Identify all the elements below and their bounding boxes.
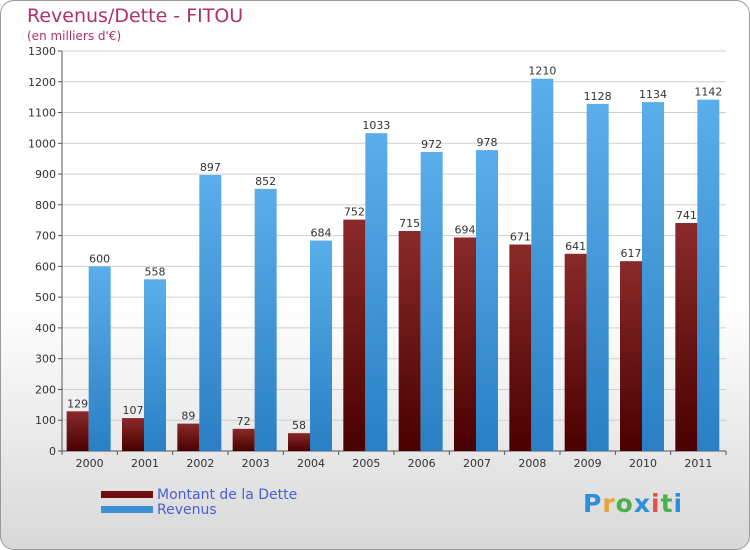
- y-tick-label: 0: [49, 445, 56, 458]
- legend-item-revenus: Revenus: [101, 501, 297, 518]
- legend-label-revenus: Revenus: [157, 501, 217, 518]
- chart-title: Revenus/Dette - FITOU: [27, 5, 244, 27]
- data-label-revenus: 972: [421, 138, 442, 151]
- data-label-revenus: 978: [477, 136, 498, 149]
- data-label-dette: 694: [455, 223, 476, 236]
- data-label-dette: 715: [399, 217, 420, 230]
- bar-dette-2005: [343, 219, 366, 451]
- x-tick-label: 2006: [408, 457, 436, 470]
- x-tick-label: 2007: [463, 457, 491, 470]
- logo-letter: i: [651, 489, 661, 518]
- data-label-dette: 671: [510, 231, 531, 244]
- data-label-dette: 752: [344, 206, 365, 219]
- bar-revenus-2007: [476, 150, 498, 452]
- x-tick-label: 2002: [186, 457, 214, 470]
- y-tick-label: 1100: [28, 107, 56, 120]
- bar-revenus-2006: [420, 151, 443, 451]
- data-label-revenus: 1210: [528, 65, 556, 78]
- bar-revenus-2003: [254, 188, 277, 451]
- y-tick-label: 100: [35, 414, 56, 427]
- data-label-revenus: 897: [200, 161, 221, 174]
- bar-dette-2006: [398, 231, 421, 451]
- bar-revenus-2005: [365, 133, 388, 451]
- bar-dette-2010: [620, 261, 642, 451]
- data-label-dette: 107: [123, 404, 144, 417]
- legend-label-dette: Montant de la Dette: [157, 486, 298, 503]
- y-tick-label: 400: [35, 322, 56, 335]
- x-tick-label: 2001: [131, 457, 159, 470]
- data-label-dette: 641: [565, 240, 586, 253]
- data-label-dette: 129: [67, 397, 88, 410]
- x-tick-label: 2011: [684, 457, 712, 470]
- logo-letter: r: [602, 489, 616, 518]
- logo-letter: t: [660, 489, 674, 518]
- y-tick-label: 1000: [28, 137, 56, 150]
- logo-letter: i: [673, 489, 684, 518]
- data-label-revenus: 684: [311, 227, 332, 240]
- legend-item-dette: Montant de la Dette: [101, 486, 298, 503]
- bar-dette-2009: [564, 253, 587, 451]
- data-label-revenus: 600: [89, 252, 110, 265]
- logo-letter: P: [583, 489, 603, 518]
- bar-revenus-2010: [642, 102, 664, 452]
- x-tick-label: 2010: [629, 457, 657, 470]
- bar-revenus-2002: [199, 175, 222, 451]
- y-tick-label: 900: [35, 168, 56, 181]
- x-tick-label: 2004: [297, 457, 325, 470]
- bar-dette-2008: [509, 244, 532, 451]
- data-label-revenus: 1134: [639, 88, 667, 101]
- bar-revenus-2004: [310, 240, 332, 451]
- data-label-revenus: 852: [255, 175, 276, 188]
- logo-letter: o: [615, 489, 634, 518]
- x-tick-label: 2009: [574, 457, 602, 470]
- bar-revenus-2011: [697, 99, 720, 451]
- x-tick-label: 2003: [242, 457, 270, 470]
- y-tick-label: 1300: [28, 45, 56, 58]
- data-label-dette: 741: [676, 209, 697, 222]
- data-label-revenus: 1128: [584, 90, 612, 103]
- bar-revenus-2008: [531, 78, 554, 451]
- bar-dette-2007: [454, 237, 476, 451]
- y-tick-label: 600: [35, 260, 56, 273]
- bar-dette-2003: [232, 428, 255, 451]
- data-label-revenus: 558: [145, 265, 166, 278]
- y-tick-label: 700: [35, 230, 56, 243]
- data-label-dette: 58: [292, 419, 306, 432]
- y-tick-label: 200: [35, 383, 56, 396]
- y-tick-label: 800: [35, 199, 56, 212]
- proxiti-logo: Proxiti: [583, 489, 683, 518]
- bar-revenus-2000: [88, 266, 111, 451]
- data-label-revenus: 1033: [362, 119, 390, 132]
- bar-revenus-2001: [144, 279, 166, 451]
- legend-swatch-dette: [101, 491, 153, 498]
- legend: Montant de la Dette Revenus: [101, 486, 298, 518]
- data-label-dette: 89: [181, 410, 195, 423]
- bar-revenus-2009: [586, 103, 609, 451]
- bar-dette-2004: [288, 433, 310, 451]
- chart-subtitle: (en milliers d'€): [27, 29, 122, 43]
- logo-letter: x: [633, 489, 651, 518]
- x-tick-label: 2005: [352, 457, 380, 470]
- data-label-revenus: 1142: [694, 86, 722, 99]
- bar-dette-2001: [122, 418, 144, 451]
- y-tick-label: 300: [35, 353, 56, 366]
- x-tick-label: 2000: [76, 457, 104, 470]
- legend-swatch-revenus: [101, 506, 153, 513]
- y-tick-label: 1200: [28, 76, 56, 89]
- y-tick-label: 500: [35, 291, 56, 304]
- data-label-dette: 72: [237, 415, 251, 428]
- bar-dette-2011: [675, 223, 698, 451]
- data-label-dette: 617: [621, 247, 642, 260]
- bar-dette-2002: [177, 423, 200, 451]
- bar-dette-2000: [66, 411, 89, 451]
- x-tick-label: 2008: [518, 457, 546, 470]
